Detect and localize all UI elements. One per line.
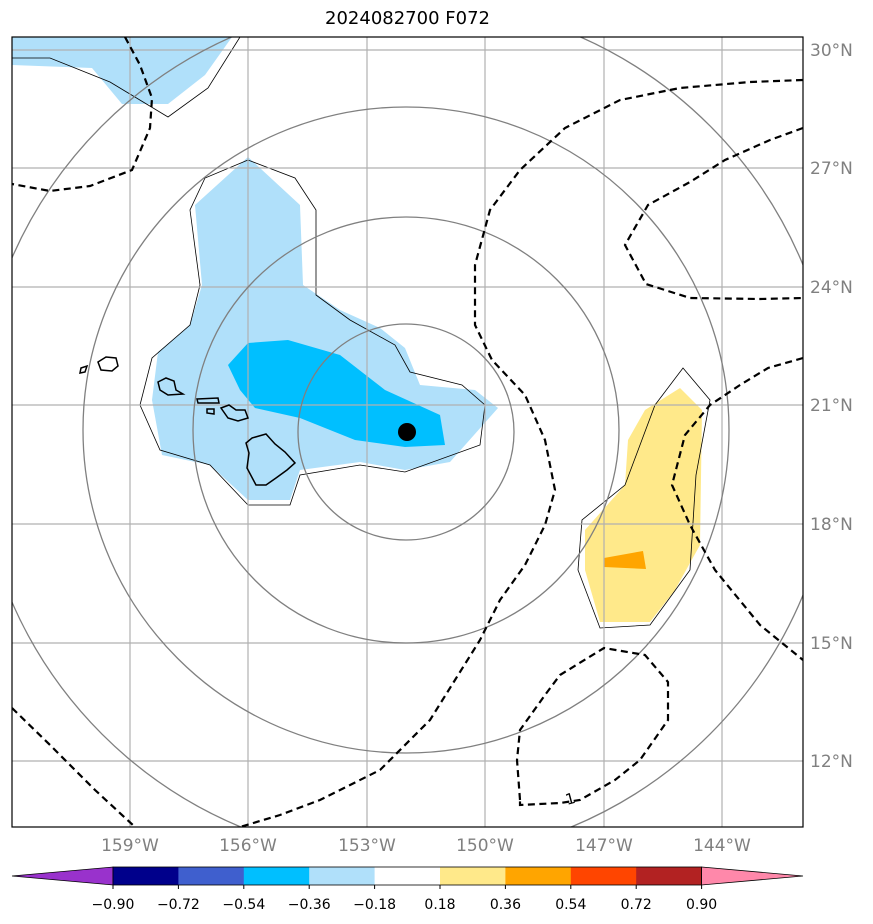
colorbar-tick-label: −0.18: [353, 897, 396, 913]
colorbar-segment: [636, 867, 703, 885]
lon-label: 144°W: [693, 836, 751, 856]
island-hawaii: [245, 433, 297, 486]
island-lanai: [206, 408, 215, 415]
lon-label: 153°W: [338, 836, 396, 856]
blue-region: [228, 340, 445, 447]
island-maui: [219, 404, 249, 422]
island-kauai: [97, 356, 119, 372]
colorbar-segment: [505, 867, 572, 885]
colorbar-segment: [570, 867, 637, 885]
colorbar-tick-label: −0.54: [222, 897, 265, 913]
lat-label: 30°N: [810, 41, 853, 61]
lon-label: 150°W: [456, 836, 514, 856]
contour-label: 1: [563, 789, 577, 809]
island-molokai: [196, 397, 220, 404]
lat-label: 24°N: [810, 278, 853, 298]
colorbar-tick-label: −0.90: [92, 897, 135, 913]
range-rings: [12, 37, 803, 827]
light-blue-region-main: [152, 157, 498, 500]
colorbar-tick-label: 0.18: [424, 897, 455, 913]
light-yellow-region: [585, 388, 702, 622]
colorbar-extend-max: [701, 866, 804, 886]
latitude-labels: 30°N 27°N 24°N 21°N 18°N 15°N 12°N: [810, 41, 853, 772]
lat-label: 18°N: [810, 515, 853, 535]
anomaly-shading: [12, 37, 702, 622]
colorbar-tick-label: 0.90: [686, 897, 717, 913]
map-title: 2024082700 F072: [325, 8, 490, 29]
shading-outlines: [12, 37, 711, 629]
colorbar-segment: [440, 867, 506, 885]
colorbar-tick-label: −0.36: [288, 897, 331, 913]
longitude-labels: 159°W 156°W 153°W 150°W 147°W 144°W: [101, 836, 751, 856]
island-oahu: [157, 377, 186, 396]
lon-label: 159°W: [101, 836, 159, 856]
lat-label: 27°N: [810, 159, 853, 179]
colorbar: −0.90 −0.72 −0.54 −0.36 −0.18 0.18 0.36 0.54 0.7…: [11, 866, 804, 913]
colorbar-tick-label: −0.72: [157, 897, 200, 913]
colorbar-outline: [112, 866, 702, 886]
storm-center-marker: [398, 423, 416, 441]
lat-label: 15°N: [810, 634, 853, 654]
dashed-contours: [12, 37, 803, 827]
lat-label: 21°N: [810, 396, 853, 416]
colorbar-segment: [374, 867, 441, 885]
colorbar-tick-label: 0.36: [490, 897, 521, 913]
lat-label: 12°N: [810, 752, 853, 772]
island-niihau: [79, 364, 89, 374]
orange-region: [604, 551, 646, 569]
colorbar-segment: [113, 867, 179, 885]
map-frame: [11, 36, 804, 828]
colorbar-extend-min: [11, 866, 114, 886]
colorbar-segment: [178, 867, 245, 885]
colorbar-segment: [309, 867, 376, 885]
lon-label: 147°W: [575, 836, 633, 856]
colorbar-tick-label: 0.54: [555, 897, 586, 913]
colorbar-tick-label: 0.72: [621, 897, 652, 913]
lon-label: 156°W: [219, 836, 277, 856]
light-blue-region-north: [12, 37, 232, 104]
hawaiian-islands: [79, 356, 297, 486]
colorbar-segment: [243, 867, 310, 885]
